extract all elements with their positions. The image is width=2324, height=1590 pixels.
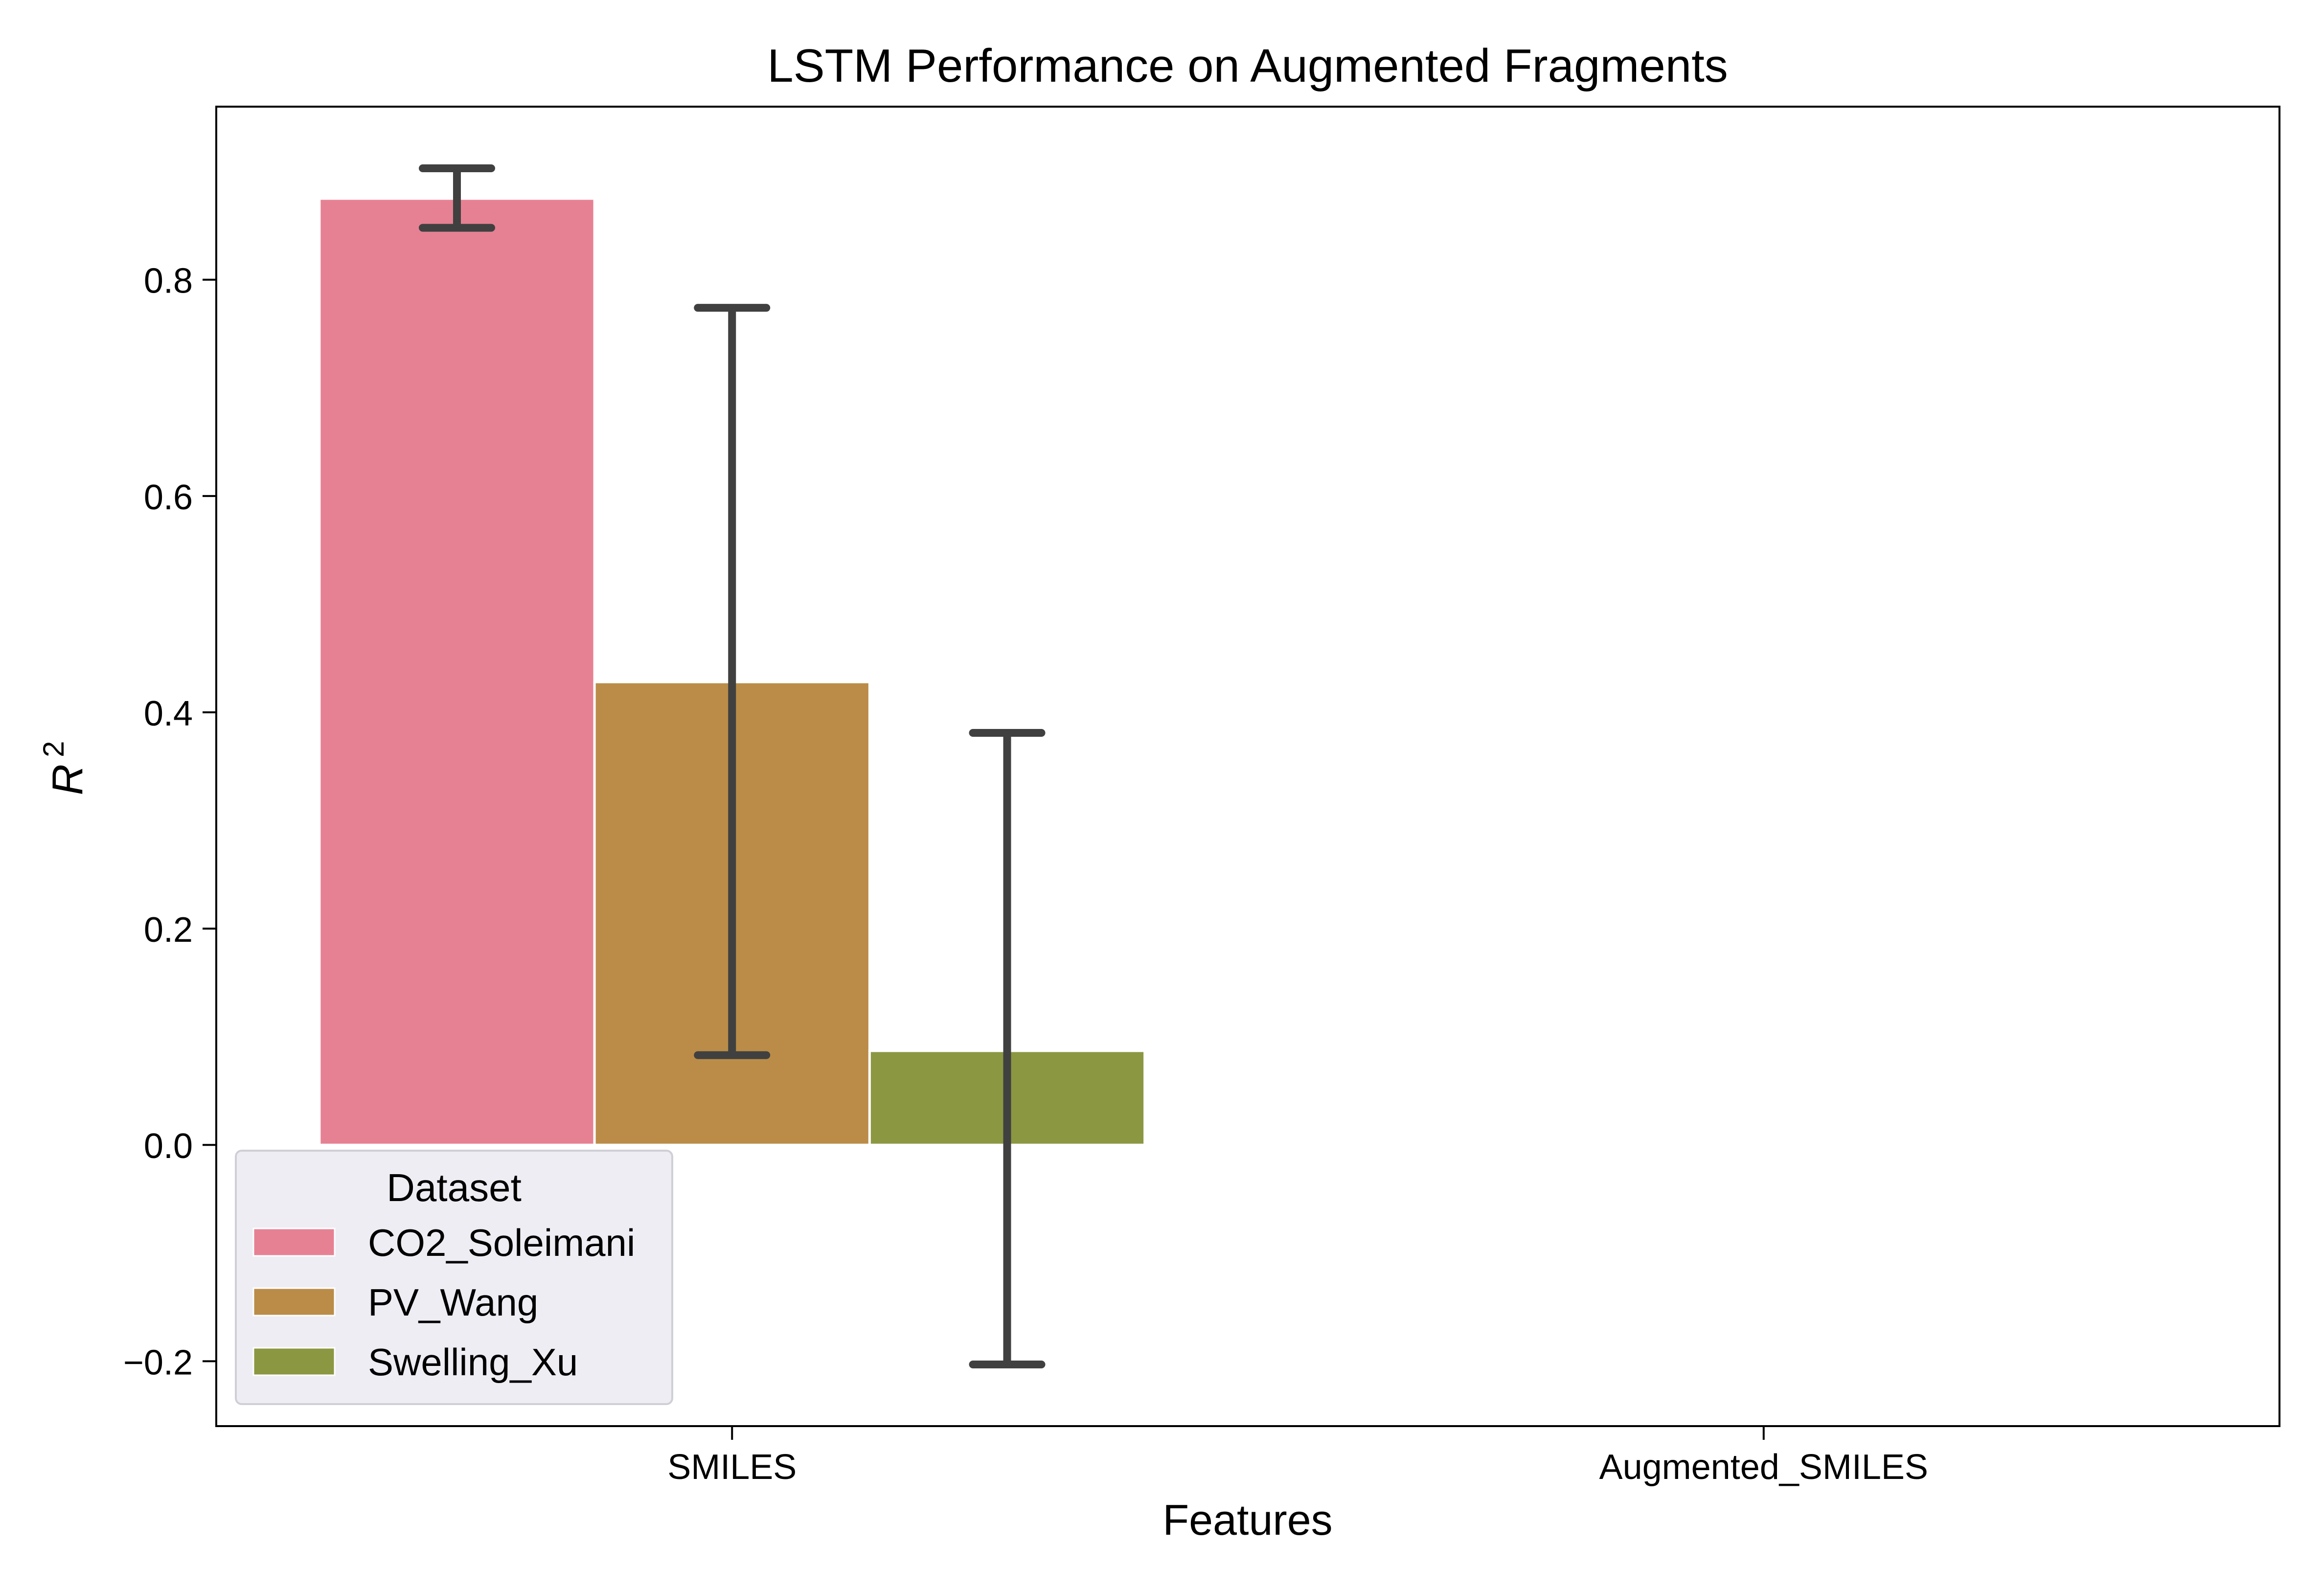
legend-label: Swelling_Xu bbox=[368, 1340, 578, 1384]
error-bars-layer bbox=[418, 164, 1046, 1368]
y-tick-label: 0.8 bbox=[144, 262, 193, 301]
plot-frame bbox=[215, 106, 2280, 1427]
legend-label: CO2_Soleimani bbox=[368, 1221, 635, 1264]
y-tick-label: 0.0 bbox=[144, 1127, 193, 1166]
y-axis-label-group: R2 bbox=[37, 741, 91, 795]
legend-swatch-CO2_Soleimani bbox=[252, 1227, 336, 1257]
y-tick-label: 0.4 bbox=[144, 694, 193, 733]
y-tick-label: 0.6 bbox=[144, 478, 193, 517]
legend-swatch-PV_Wang bbox=[252, 1287, 336, 1317]
legend-title: Dataset bbox=[387, 1166, 522, 1209]
y-axis-label: R2 bbox=[37, 741, 91, 795]
x-tick-label: Augmented_SMILES bbox=[1599, 1448, 1928, 1487]
legend-box bbox=[235, 1150, 673, 1405]
y-tick-label: −0.2 bbox=[123, 1343, 193, 1382]
chart-title: LSTM Performance on Augmented Fragments bbox=[767, 40, 1728, 92]
legend-label: PV_Wang bbox=[368, 1281, 538, 1324]
x-axis-label: Features bbox=[1162, 1496, 1332, 1544]
legend: Dataset CO2_Soleimani PV_Wang Swelling_Xu bbox=[235, 1150, 673, 1405]
x-axis-ticks: SMILES Augmented_SMILES bbox=[667, 1426, 1928, 1487]
x-tick-label: SMILES bbox=[667, 1448, 797, 1487]
y-axis-label-superscript: 2 bbox=[37, 741, 70, 757]
bar-CO2_Soleimani bbox=[318, 197, 596, 1146]
y-axis-ticks: −0.2 0.0 0.2 0.4 0.6 0.8 bbox=[123, 262, 216, 1382]
legend-swatch-Swelling_Xu bbox=[252, 1347, 336, 1376]
y-tick-label: 0.2 bbox=[144, 910, 193, 950]
y-axis-label-base: R bbox=[43, 764, 91, 795]
